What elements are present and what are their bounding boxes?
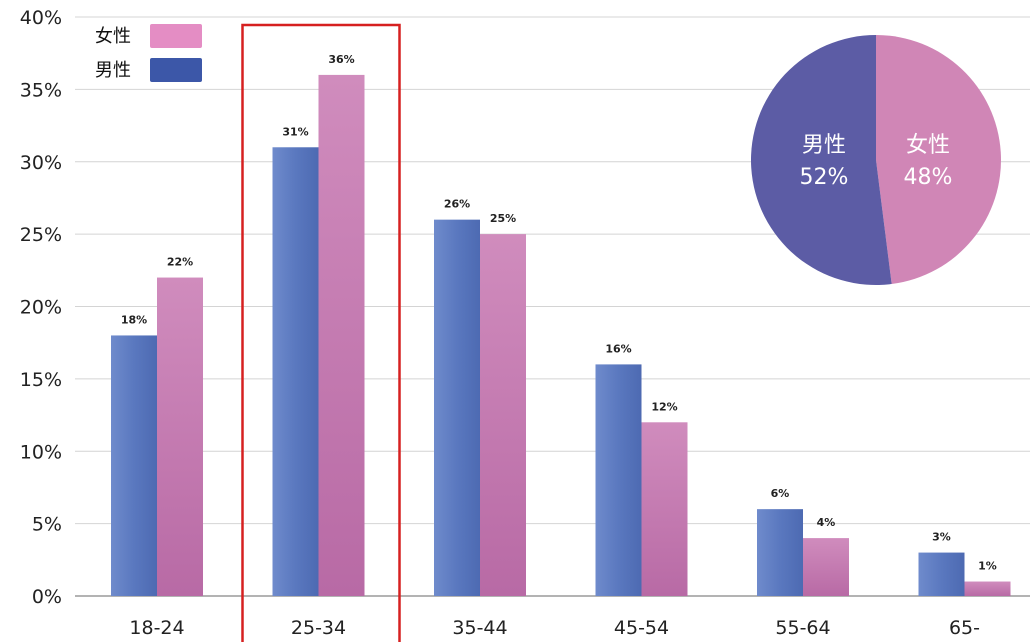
data-labels: 18% 22% 31% 36% 26% 25% 16% 12% 6% 4% 3% 1% bbox=[121, 53, 997, 573]
pie-slice-name: 男性 bbox=[802, 133, 846, 158]
bar-data-label: 12% bbox=[651, 400, 677, 413]
bar-female-55-64 bbox=[803, 538, 849, 596]
bar-data-label: 1% bbox=[978, 560, 997, 573]
bar-male-18-24 bbox=[111, 335, 157, 596]
x-axis-categories: 18-24 25-34 35-44 45-54 55-64 65- bbox=[129, 617, 980, 639]
gender-pie-chart: 女性 48% 男性 52% bbox=[751, 35, 1002, 285]
x-category-label: 55-64 bbox=[775, 617, 830, 639]
bar-data-label: 25% bbox=[490, 212, 516, 225]
bars bbox=[111, 74, 1011, 596]
legend-swatch bbox=[150, 24, 202, 48]
bar-data-label: 31% bbox=[282, 125, 308, 138]
x-category-label: 65- bbox=[949, 617, 980, 639]
pie-slice-female bbox=[876, 35, 1002, 285]
bar-female-18-24 bbox=[157, 277, 203, 596]
y-tick-label: 25% bbox=[20, 224, 62, 246]
bar-female-65- bbox=[964, 581, 1011, 596]
y-tick-label: 30% bbox=[20, 152, 62, 174]
y-tick-label: 5% bbox=[32, 514, 62, 536]
y-tick-label: 40% bbox=[20, 7, 62, 29]
y-tick-label: 15% bbox=[20, 369, 62, 391]
bar-data-label: 36% bbox=[328, 53, 354, 66]
pie-slice-value: 52% bbox=[800, 165, 849, 190]
bar-data-label: 18% bbox=[121, 313, 147, 326]
bar-data-label: 16% bbox=[605, 342, 631, 355]
bar-data-label: 26% bbox=[444, 198, 470, 211]
x-category-label: 35-44 bbox=[452, 617, 507, 639]
y-tick-label: 0% bbox=[32, 586, 62, 608]
y-tick-label: 35% bbox=[20, 79, 62, 101]
bar-data-label: 3% bbox=[932, 531, 951, 544]
bar-female-25-34 bbox=[318, 74, 365, 596]
legend-label: 女性 bbox=[95, 26, 131, 47]
bar-male-35-44 bbox=[434, 219, 480, 596]
y-tick-label: 20% bbox=[20, 297, 62, 319]
pie-slice-name: 女性 bbox=[906, 133, 950, 158]
y-tick-label: 10% bbox=[20, 441, 62, 463]
gridlines bbox=[75, 16, 1030, 597]
legend-swatch bbox=[150, 58, 202, 82]
bar-male-65- bbox=[918, 552, 965, 596]
bar-female-45-54 bbox=[641, 422, 688, 596]
bar-female-35-44 bbox=[480, 234, 526, 596]
bar-male-25-34 bbox=[272, 147, 319, 596]
pie-slice-male bbox=[751, 35, 892, 285]
y-axis-ticks: 0% 5% 10% 15% 20% 25% 30% 35% 40% bbox=[20, 7, 62, 608]
bar-male-55-64 bbox=[757, 509, 803, 596]
legend-label: 男性 bbox=[95, 60, 131, 81]
bar-data-label: 22% bbox=[167, 256, 193, 269]
bar-data-label: 6% bbox=[771, 487, 790, 500]
highlight-box-layer bbox=[241, 23, 401, 642]
bar-male-45-54 bbox=[595, 364, 642, 596]
x-category-label: 18-24 bbox=[129, 617, 184, 639]
bar-data-label: 4% bbox=[817, 516, 836, 529]
x-category-label: 45-54 bbox=[614, 617, 669, 639]
highlight-box bbox=[241, 23, 401, 642]
pie-slice-value: 48% bbox=[904, 165, 953, 190]
x-category-label: 25-34 bbox=[291, 617, 346, 639]
